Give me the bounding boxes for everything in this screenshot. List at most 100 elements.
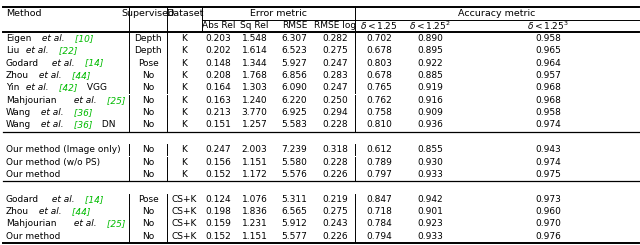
Text: CS+K: CS+K: [172, 220, 197, 229]
Text: 0.318: 0.318: [322, 145, 348, 154]
Text: No: No: [142, 108, 154, 117]
Text: et al.: et al.: [71, 220, 97, 229]
Text: 1.836: 1.836: [241, 207, 268, 216]
Text: 0.922: 0.922: [417, 59, 443, 68]
Text: No: No: [142, 96, 154, 105]
Text: 0.612: 0.612: [366, 145, 392, 154]
Text: Sq Rel: Sq Rel: [240, 21, 269, 30]
Text: 1.768: 1.768: [241, 71, 268, 80]
Text: [25]: [25]: [104, 220, 125, 229]
Text: Method: Method: [6, 9, 41, 18]
Text: 5.583: 5.583: [282, 121, 307, 129]
Text: 1.231: 1.231: [241, 220, 268, 229]
Text: 0.942: 0.942: [417, 195, 443, 204]
Text: K: K: [181, 145, 188, 154]
Text: et al.: et al.: [38, 34, 64, 43]
Text: K: K: [181, 59, 188, 68]
Text: 0.283: 0.283: [322, 71, 348, 80]
Text: K: K: [181, 83, 188, 92]
Text: 1.257: 1.257: [241, 121, 268, 129]
Text: 1.344: 1.344: [241, 59, 268, 68]
Text: 0.198: 0.198: [205, 207, 232, 216]
Text: 0.960: 0.960: [535, 207, 561, 216]
Text: K: K: [181, 71, 188, 80]
Text: K: K: [181, 170, 188, 179]
Text: [42]: [42]: [56, 83, 77, 92]
Text: et al.: et al.: [49, 195, 74, 204]
Text: 0.247: 0.247: [205, 145, 232, 154]
Text: [36]: [36]: [72, 121, 93, 129]
Text: 0.968: 0.968: [535, 96, 561, 105]
Text: 0.203: 0.203: [205, 34, 232, 43]
Text: [44]: [44]: [68, 207, 90, 216]
Text: 6.565: 6.565: [282, 207, 307, 216]
Text: 1.151: 1.151: [241, 232, 268, 241]
Text: 6.220: 6.220: [282, 96, 307, 105]
Text: 0.159: 0.159: [205, 220, 232, 229]
Text: 5.927: 5.927: [282, 59, 307, 68]
Text: 0.919: 0.919: [417, 83, 443, 92]
Text: 0.678: 0.678: [366, 71, 392, 80]
Text: 0.810: 0.810: [366, 121, 392, 129]
Text: 0.294: 0.294: [322, 108, 348, 117]
Text: 0.226: 0.226: [322, 170, 348, 179]
Text: 5.580: 5.580: [282, 158, 307, 167]
Text: $\delta < 1.25$: $\delta < 1.25$: [360, 20, 397, 31]
Text: 0.794: 0.794: [366, 232, 392, 241]
Text: RMSE log: RMSE log: [314, 21, 356, 30]
Text: 0.797: 0.797: [366, 170, 392, 179]
Text: Liu: Liu: [6, 46, 19, 55]
Text: 0.208: 0.208: [205, 71, 232, 80]
Text: 0.702: 0.702: [366, 34, 392, 43]
Text: 0.975: 0.975: [535, 170, 561, 179]
Text: 7.239: 7.239: [282, 145, 307, 154]
Text: 0.282: 0.282: [322, 34, 348, 43]
Text: 6.856: 6.856: [282, 71, 307, 80]
Text: K: K: [181, 108, 188, 117]
Text: 0.124: 0.124: [205, 195, 232, 204]
Text: 0.164: 0.164: [205, 83, 232, 92]
Text: 0.758: 0.758: [366, 108, 392, 117]
Text: [25]: [25]: [104, 96, 125, 105]
Text: [22]: [22]: [56, 46, 77, 55]
Text: Wang: Wang: [6, 121, 31, 129]
Text: Zhou: Zhou: [6, 207, 29, 216]
Text: 0.275: 0.275: [322, 46, 348, 55]
Text: 1.303: 1.303: [241, 83, 268, 92]
Text: 1.151: 1.151: [241, 158, 268, 167]
Text: No: No: [142, 207, 154, 216]
Text: 3.770: 3.770: [241, 108, 268, 117]
Text: 0.936: 0.936: [417, 121, 443, 129]
Text: 0.933: 0.933: [417, 232, 443, 241]
Text: K: K: [181, 96, 188, 105]
Text: No: No: [142, 220, 154, 229]
Text: RMSE: RMSE: [282, 21, 307, 30]
Text: 0.916: 0.916: [417, 96, 443, 105]
Text: $\delta < 1.25^2$: $\delta < 1.25^2$: [410, 20, 451, 32]
Text: No: No: [142, 83, 154, 92]
Text: 0.243: 0.243: [322, 220, 348, 229]
Text: Pose: Pose: [138, 195, 159, 204]
Text: et al.: et al.: [38, 108, 64, 117]
Text: 6.307: 6.307: [282, 34, 307, 43]
Text: 0.890: 0.890: [417, 34, 443, 43]
Text: et al.: et al.: [49, 59, 74, 68]
Text: 0.930: 0.930: [417, 158, 443, 167]
Text: 0.275: 0.275: [322, 207, 348, 216]
Text: 0.957: 0.957: [535, 71, 561, 80]
Text: Mahjourian: Mahjourian: [6, 96, 56, 105]
Text: 0.228: 0.228: [322, 158, 348, 167]
Text: No: No: [142, 232, 154, 241]
Text: CS+K: CS+K: [172, 207, 197, 216]
Text: Dataset: Dataset: [166, 9, 203, 18]
Text: Wang: Wang: [6, 108, 31, 117]
Text: et al.: et al.: [36, 71, 61, 80]
Text: 0.965: 0.965: [535, 46, 561, 55]
Text: Zhou: Zhou: [6, 71, 29, 80]
Text: 0.933: 0.933: [417, 170, 443, 179]
Text: VGG: VGG: [84, 83, 107, 92]
Text: CS+K: CS+K: [172, 232, 197, 241]
Text: 0.976: 0.976: [535, 232, 561, 241]
Text: et al.: et al.: [36, 207, 61, 216]
Text: 6.090: 6.090: [282, 83, 307, 92]
